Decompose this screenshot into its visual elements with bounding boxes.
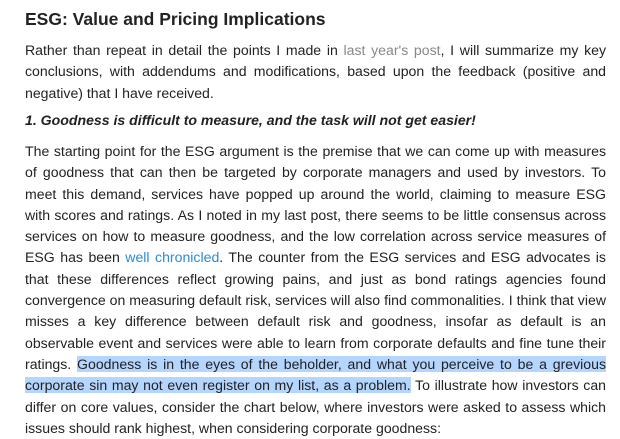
body-text: The starting point for the ESG argument … xyxy=(25,143,606,266)
intro-paragraph: Rather than repeat in detail the points … xyxy=(25,40,606,104)
well-chronicled-link[interactable]: well chronicled xyxy=(125,249,220,266)
intro-text-rest: , I will summarize my key conclusions, w… xyxy=(25,42,607,101)
section-heading: 1. Goodness is difficult to measure, and… xyxy=(25,112,476,128)
body-paragraph: The starting point for the ESG argument … xyxy=(25,141,606,439)
article-title: ESG: Value and Pricing Implications xyxy=(25,9,326,29)
last-years-post-link[interactable]: last year's post xyxy=(343,42,441,58)
body-text-middle: . The counter from the ESG services and … xyxy=(25,249,606,372)
intro-text: Rather than repeat in detail the points … xyxy=(25,42,344,58)
